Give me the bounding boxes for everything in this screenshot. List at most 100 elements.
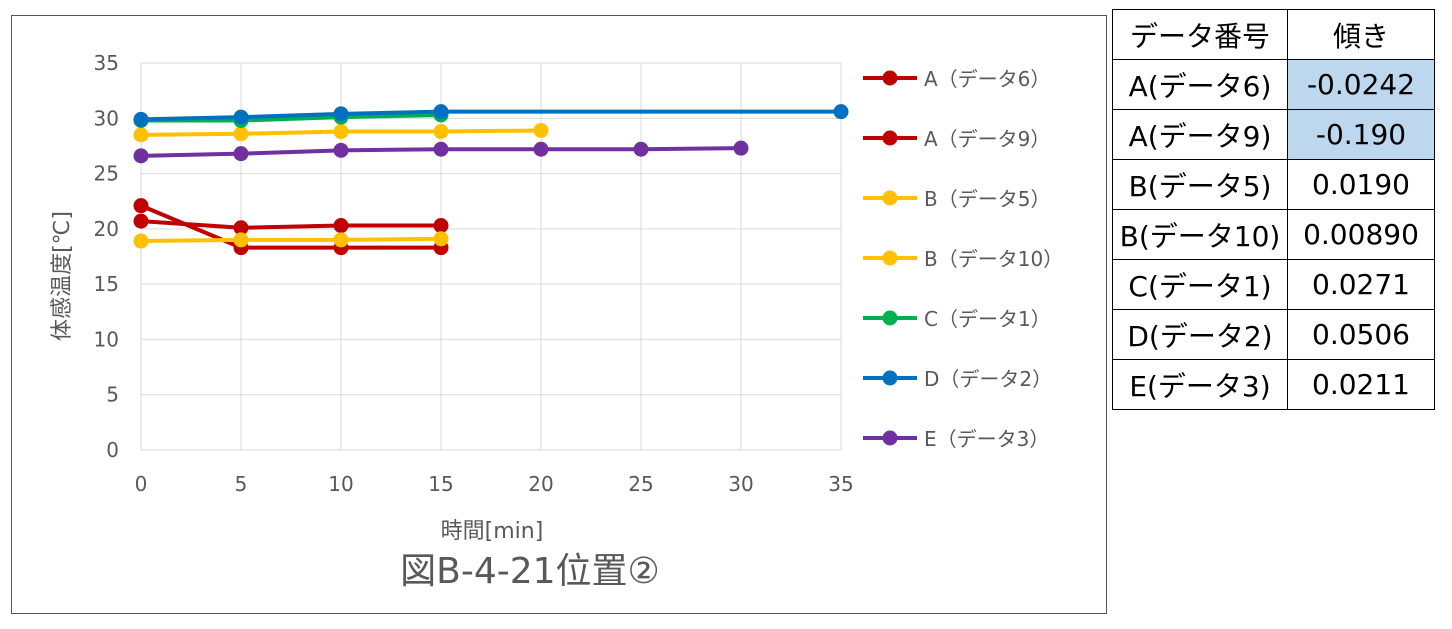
series-layer bbox=[133, 104, 849, 256]
y-tick-label: 25 bbox=[94, 162, 119, 186]
row-slope-value: -0.190 bbox=[1287, 109, 1435, 160]
x-axis-title: 時間[min] bbox=[441, 519, 544, 544]
legend-marker bbox=[882, 310, 898, 326]
data-point bbox=[133, 213, 149, 229]
data-point bbox=[433, 218, 449, 234]
legend-item: B（データ10） bbox=[863, 247, 1063, 271]
row-slope-value: 0.0271 bbox=[1287, 259, 1435, 310]
legend-label: C（データ1） bbox=[924, 307, 1051, 331]
y-axis-title: 体感温度[℃] bbox=[50, 211, 75, 341]
data-point bbox=[433, 231, 449, 247]
series-5 bbox=[133, 104, 849, 127]
x-tick-label: 10 bbox=[328, 472, 353, 496]
series-line bbox=[141, 112, 442, 123]
row-label: B(データ10) bbox=[1112, 209, 1288, 260]
data-point bbox=[533, 122, 549, 138]
legend-item: E（データ3） bbox=[863, 427, 1049, 451]
table-row: B(データ5) 0.0190 bbox=[1112, 159, 1435, 210]
data-point bbox=[433, 124, 449, 140]
table-row: D(データ2) 0.0506 bbox=[1112, 309, 1435, 360]
data-point bbox=[133, 148, 149, 164]
table-header-row: データ番号 傾き bbox=[1112, 9, 1435, 60]
legend-marker bbox=[882, 70, 898, 86]
legend-label: A（データ6） bbox=[924, 67, 1050, 91]
legend-marker bbox=[882, 250, 898, 266]
legend-item: A（データ6） bbox=[863, 67, 1050, 91]
data-point bbox=[133, 127, 149, 143]
y-tick-label: 35 bbox=[94, 51, 119, 75]
chart-area: 0 5 10 15 20 25 30 35 0 5 10 15 20 25 30 35 A（データ6） A（デー… bbox=[11, 15, 1107, 614]
legend-marker bbox=[882, 190, 898, 206]
data-point bbox=[233, 146, 249, 162]
row-label: A(データ9) bbox=[1112, 109, 1288, 160]
chart-title: 図B-4-21位置② bbox=[400, 551, 660, 592]
row-label: A(データ6) bbox=[1112, 59, 1288, 110]
data-point bbox=[833, 104, 849, 120]
table-row: A(データ6) -0.0242 bbox=[1112, 59, 1435, 110]
row-slope-value: 0.0211 bbox=[1287, 359, 1435, 410]
legend-label: A（データ9） bbox=[924, 127, 1050, 151]
data-point bbox=[333, 124, 349, 140]
legend-item: A（データ9） bbox=[863, 127, 1050, 151]
legend-marker bbox=[882, 430, 898, 446]
x-tick-label: 35 bbox=[828, 472, 853, 496]
data-point bbox=[533, 141, 549, 157]
legend-item: C（データ1） bbox=[863, 307, 1051, 331]
series-1 bbox=[133, 213, 449, 236]
x-tick-label: 0 bbox=[135, 472, 148, 496]
data-point bbox=[333, 142, 349, 158]
legend-item: D（データ2） bbox=[863, 367, 1052, 391]
series-3 bbox=[133, 231, 449, 249]
data-point bbox=[233, 220, 249, 236]
data-point bbox=[133, 233, 149, 249]
y-tick-label: 15 bbox=[94, 272, 119, 296]
data-point bbox=[333, 218, 349, 234]
legend: A（データ6） A（データ9） B（データ5） B（データ10） C（データ1） D（デー… bbox=[863, 67, 1063, 451]
row-label: E(データ3) bbox=[1112, 359, 1288, 410]
row-slope-value: 0.0190 bbox=[1287, 159, 1435, 210]
x-tick-label: 15 bbox=[428, 472, 453, 496]
table-row: C(データ1) 0.0271 bbox=[1112, 259, 1435, 310]
data-point bbox=[233, 126, 249, 142]
x-tick-label: 20 bbox=[528, 472, 553, 496]
data-point bbox=[433, 141, 449, 157]
data-point bbox=[333, 106, 349, 122]
x-tick-label: 5 bbox=[235, 472, 248, 496]
series-line bbox=[140, 236, 442, 244]
series-2 bbox=[133, 122, 549, 143]
legend-label: E（データ3） bbox=[924, 427, 1049, 451]
table-row: E(データ3) 0.0211 bbox=[1112, 359, 1435, 410]
data-point bbox=[233, 109, 249, 125]
header-data-number: データ番号 bbox=[1112, 9, 1288, 60]
series-line bbox=[140, 203, 441, 250]
row-label: D(データ2) bbox=[1112, 309, 1288, 360]
legend-label: D（データ2） bbox=[924, 367, 1052, 391]
axes: 0 5 10 15 20 25 30 35 0 5 10 15 20 25 30 35 bbox=[94, 51, 854, 496]
data-point bbox=[733, 140, 749, 156]
slope-table: データ番号 傾き A(データ6) -0.0242 A(データ9) -0.190 B(デー… bbox=[1112, 9, 1435, 410]
series-6 bbox=[133, 140, 749, 164]
data-point bbox=[133, 198, 149, 214]
table-body: A(データ6) -0.0242 A(データ9) -0.190 B(データ5) 0.0190… bbox=[1112, 59, 1435, 410]
data-point bbox=[233, 232, 249, 248]
table-row: B(データ10) 0.00890 bbox=[1112, 209, 1435, 260]
row-label: B(データ5) bbox=[1112, 159, 1288, 210]
y-tick-label: 0 bbox=[106, 438, 119, 462]
row-slope-value: 0.0506 bbox=[1287, 309, 1435, 360]
x-tick-label: 30 bbox=[728, 472, 753, 496]
y-tick-label: 20 bbox=[94, 217, 119, 241]
legend-label: B（データ5） bbox=[924, 187, 1050, 211]
header-slope: 傾き bbox=[1287, 9, 1435, 60]
y-tick-label: 10 bbox=[94, 327, 119, 351]
data-point bbox=[333, 232, 349, 248]
table-row: A(データ9) -0.190 bbox=[1112, 109, 1435, 160]
data-point bbox=[133, 111, 149, 127]
legend-label: B（データ10） bbox=[924, 247, 1063, 271]
y-tick-label: 5 bbox=[106, 383, 119, 407]
legend-marker bbox=[882, 370, 898, 386]
row-label: C(データ1) bbox=[1112, 259, 1288, 310]
x-tick-label: 25 bbox=[628, 472, 653, 496]
legend-marker bbox=[882, 130, 898, 146]
data-point bbox=[633, 141, 649, 157]
